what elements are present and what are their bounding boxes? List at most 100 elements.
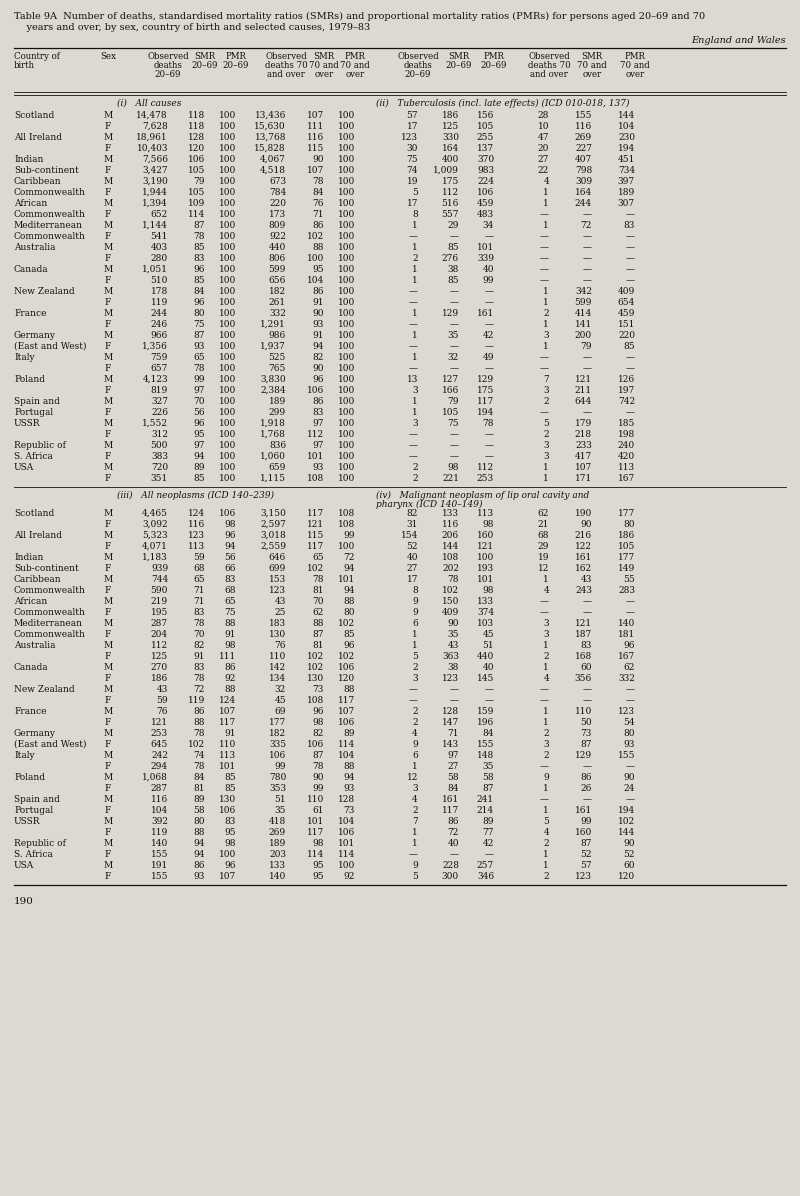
Text: 500: 500 — [150, 441, 168, 450]
Text: 94: 94 — [194, 850, 205, 859]
Text: 56: 56 — [194, 408, 205, 417]
Text: 299: 299 — [269, 408, 286, 417]
Text: —: — — [409, 232, 418, 242]
Text: 7,628: 7,628 — [142, 122, 168, 132]
Text: F: F — [105, 828, 111, 837]
Text: 20–69: 20–69 — [154, 71, 182, 79]
Text: 52: 52 — [623, 850, 635, 859]
Text: 90: 90 — [623, 773, 635, 782]
Text: —: — — [626, 696, 635, 704]
Text: 9: 9 — [412, 861, 418, 869]
Text: 269: 269 — [269, 828, 286, 837]
Text: M: M — [103, 773, 113, 782]
Text: 111: 111 — [218, 652, 236, 661]
Text: 9: 9 — [543, 773, 549, 782]
Text: 97: 97 — [313, 419, 324, 428]
Text: 242: 242 — [151, 751, 168, 759]
Text: 51: 51 — [274, 795, 286, 804]
Text: 91: 91 — [225, 730, 236, 738]
Text: 734: 734 — [618, 166, 635, 175]
Text: 105: 105 — [188, 188, 205, 197]
Text: M: M — [103, 463, 113, 472]
Text: 65: 65 — [194, 575, 205, 584]
Text: 171: 171 — [574, 474, 592, 483]
Text: 599: 599 — [574, 298, 592, 307]
Text: M: M — [103, 575, 113, 584]
Text: —: — — [583, 762, 592, 771]
Text: 77: 77 — [482, 828, 494, 837]
Text: 78: 78 — [482, 419, 494, 428]
Text: 140: 140 — [269, 872, 286, 881]
Text: 80: 80 — [623, 730, 635, 738]
Text: 100: 100 — [338, 133, 355, 142]
Text: Observed: Observed — [265, 51, 307, 61]
Text: 96: 96 — [225, 861, 236, 869]
Text: 128: 128 — [442, 707, 459, 716]
Text: 2: 2 — [412, 254, 418, 263]
Text: 88: 88 — [343, 762, 355, 771]
Text: 100: 100 — [338, 210, 355, 219]
Text: 189: 189 — [269, 840, 286, 848]
Text: 121: 121 — [151, 718, 168, 727]
Text: 5: 5 — [412, 188, 418, 197]
Text: 10,403: 10,403 — [137, 144, 168, 153]
Text: 100: 100 — [338, 364, 355, 373]
Text: 75: 75 — [224, 608, 236, 617]
Text: —: — — [485, 850, 494, 859]
Text: 148: 148 — [477, 751, 494, 759]
Text: —: — — [540, 696, 549, 704]
Text: F: F — [105, 122, 111, 132]
Text: 113: 113 — [188, 542, 205, 551]
Text: 200: 200 — [575, 331, 592, 340]
Text: 88: 88 — [343, 685, 355, 694]
Text: —: — — [583, 795, 592, 804]
Text: 40: 40 — [482, 266, 494, 274]
Text: 182: 182 — [269, 730, 286, 738]
Text: 1: 1 — [543, 575, 549, 584]
Text: 1: 1 — [543, 463, 549, 472]
Text: 20: 20 — [538, 144, 549, 153]
Text: 62: 62 — [538, 509, 549, 518]
Text: 86: 86 — [313, 397, 324, 405]
Text: —: — — [485, 696, 494, 704]
Text: 100: 100 — [338, 221, 355, 230]
Text: 40: 40 — [447, 840, 459, 848]
Text: F: F — [105, 452, 111, 460]
Text: 1: 1 — [412, 840, 418, 848]
Text: 120: 120 — [188, 144, 205, 153]
Text: 117: 117 — [306, 509, 324, 518]
Text: 47: 47 — [538, 133, 549, 142]
Text: England and Wales: England and Wales — [691, 36, 786, 45]
Text: F: F — [105, 675, 111, 683]
Text: —: — — [583, 685, 592, 694]
Text: 276: 276 — [442, 254, 459, 263]
Text: 90: 90 — [313, 364, 324, 373]
Text: 100: 100 — [218, 850, 236, 859]
Text: African: African — [14, 597, 47, 606]
Text: New Zealand: New Zealand — [14, 287, 74, 295]
Text: —: — — [409, 452, 418, 460]
Text: 392: 392 — [151, 817, 168, 826]
Text: 5: 5 — [412, 652, 418, 661]
Text: 24: 24 — [624, 785, 635, 793]
Text: 159: 159 — [477, 707, 494, 716]
Text: 108: 108 — [306, 474, 324, 483]
Text: 99: 99 — [313, 785, 324, 793]
Text: —: — — [540, 795, 549, 804]
Text: 94: 94 — [343, 773, 355, 782]
Text: 43: 43 — [274, 597, 286, 606]
Text: 2: 2 — [543, 431, 549, 439]
Text: 9: 9 — [412, 740, 418, 749]
Text: 100: 100 — [218, 463, 236, 472]
Text: 32: 32 — [274, 685, 286, 694]
Text: 102: 102 — [618, 817, 635, 826]
Text: 3,427: 3,427 — [142, 166, 168, 175]
Text: 2: 2 — [412, 718, 418, 727]
Text: 82: 82 — [194, 641, 205, 649]
Text: 17: 17 — [406, 575, 418, 584]
Text: 100: 100 — [338, 321, 355, 329]
Text: 190: 190 — [14, 897, 34, 907]
Text: —: — — [485, 232, 494, 242]
Text: 95: 95 — [312, 861, 324, 869]
Text: 2: 2 — [543, 730, 549, 738]
